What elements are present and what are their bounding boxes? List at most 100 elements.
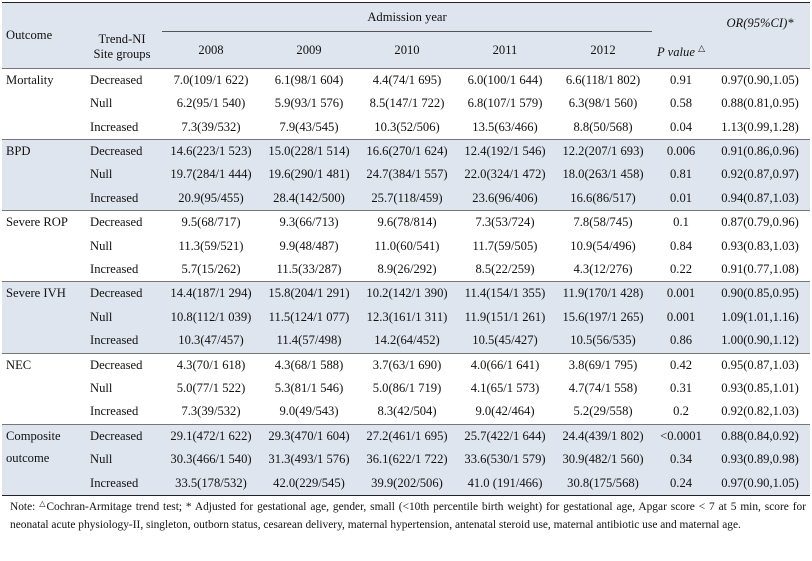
- table-row: BPD Decreased 14.6(223/1 523) 15.0(228/1 51…: [2, 138, 811, 211]
- cell-2010: 8.9(26/292): [377, 261, 437, 276]
- cell-2012: 5.2(29/558): [573, 404, 633, 419]
- site-group-label: Null: [82, 305, 162, 330]
- cell-2012: 10.5(56/535): [554, 329, 653, 354]
- cell-2012: 30.9(482/1 560): [554, 448, 653, 472]
- cell-2009: 11.5(33/287): [276, 261, 342, 276]
- header-trend-line1: Trend-NI: [98, 31, 146, 46]
- cell-2010: 10.3(52/506): [374, 119, 440, 134]
- cell-p-value: 0.24: [652, 471, 711, 496]
- outcome-group-severe-ivh: Severe IVH Decreased 14.4(187/1 294) 15.8(2…: [2, 281, 811, 354]
- cell-or: 0.97(0.90,1.05): [710, 67, 811, 93]
- cell-or: 0.93(0.89,0.98): [710, 448, 811, 472]
- table-row: Composite outcome Decreased 29.1(472/1 622…: [2, 423, 811, 497]
- site-group-label: Increased: [90, 261, 139, 276]
- cell-2010: 24.7(384/1 557): [358, 163, 456, 187]
- table-row: Severe ROP Decreased 9.5(68/717) 9.3(66/713…: [2, 210, 811, 282]
- table-row: NEC Decreased 4.3(70/1 618) 4.3(68/1 588) 3.…: [2, 352, 811, 425]
- cell-2009: 6.1(98/1 604): [260, 67, 358, 93]
- cell-2008: 5.0(77/1 522): [176, 380, 246, 395]
- cell-2012: 18.0(263/1 458): [554, 163, 653, 187]
- cell-2008: 6.2(95/1 540): [176, 96, 246, 111]
- outcome-label: NEC: [2, 352, 82, 425]
- outcome-label: Composite outcome: [2, 423, 82, 497]
- cell-or: 0.95(0.87,1.03): [710, 352, 811, 377]
- cell-2008: 33.5(178/532): [162, 471, 260, 496]
- site-group-label: Increased: [90, 119, 139, 134]
- outcome-group-mortality: Mortality Decreased 7.0(109/1 622) 6.1(98/1…: [2, 67, 811, 140]
- note-prefix: Note:: [10, 501, 40, 513]
- cell-2010: 9.6(78/814): [358, 210, 456, 235]
- cell-2012: 12.2(207/1 693): [554, 138, 653, 164]
- cell-2008: 29.1(472/1 622): [162, 423, 260, 449]
- table-row: Null 10.8(112/1 039) 11.5(124/1 077) 12.3(1…: [2, 305, 811, 330]
- cell-2010: 8.5(147/1 722): [369, 96, 445, 111]
- header-trend-groups: Trend-NI Site groups: [82, 31, 162, 69]
- cell-2011: 4.1(65/1 573): [470, 380, 540, 395]
- cell-p-value: 0.34: [652, 448, 711, 472]
- site-group-label: Null: [82, 163, 162, 187]
- site-group-label: Increased: [82, 471, 162, 496]
- table-row: Severe IVH Decreased 14.4(187/1 294) 15.8(2…: [2, 281, 811, 354]
- header-year-2010: 2010: [358, 31, 456, 69]
- cell-2011: 25.7(422/1 644): [456, 423, 554, 449]
- cell-2008: 20.9(95/455): [162, 186, 260, 211]
- cell-or: 0.94(0.87,1.03): [710, 186, 811, 211]
- site-group-label: Decreased: [82, 67, 162, 93]
- cell-2012: 6.6(118/1 802): [554, 67, 653, 93]
- cell-2009: 28.4(142/500): [260, 186, 358, 211]
- table-note: Note: △Cochran-Armitage trend test; * Ad…: [10, 499, 806, 534]
- site-group-label: Decreased: [82, 210, 162, 235]
- cell-p-value: 0.001: [652, 305, 711, 330]
- table-row: Mortality Decreased 7.0(109/1 622) 6.1(98/1…: [2, 67, 811, 140]
- table-header: Outcome Admission year OR(95%CI)* Trend-…: [2, 2, 811, 69]
- cell-2008: 10.8(112/1 039): [162, 305, 260, 330]
- cell-or: 0.91(0.86,0.96): [710, 138, 811, 164]
- table-row: Null 6.2(95/1 540) 5.9(93/1 576) 8.5(147/1 …: [2, 92, 810, 115]
- cell-2011: 8.5(22/259): [475, 261, 535, 276]
- header-admission-year: Admission year: [162, 2, 653, 32]
- cell-p-value: 0.58: [670, 96, 693, 111]
- cell-2011: 13.5(63/466): [472, 119, 538, 134]
- cell-2010: 3.7(63/1 690): [358, 352, 456, 377]
- cell-2008: 11.3(59/521): [178, 238, 244, 253]
- cell-or: 0.97(0.90,1.05): [710, 471, 811, 496]
- cell-2011: 33.6(530/1 579): [456, 448, 554, 472]
- cell-p-value: 0.31: [670, 380, 693, 395]
- cell-2009: 42.0(229/545): [260, 471, 358, 496]
- cell-2012: 11.9(170/1 428): [554, 281, 653, 306]
- table-row: Null 30.3(466/1 540) 31.3(493/1 576) 36.1(6…: [2, 448, 811, 472]
- cell-2011: 6.0(100/1 644): [456, 67, 554, 93]
- table-row: Increased 7.3(39/532) 9.0(49/543) 8.3(42/50…: [2, 400, 810, 424]
- cell-or: 1.09(1.01,1.16): [710, 305, 811, 330]
- cell-2010: 5.0(86/1 719): [372, 380, 442, 395]
- cell-2010: 36.1(622/1 722): [358, 448, 456, 472]
- site-group-label: Null: [90, 238, 113, 253]
- cell-2009: 29.3(470/1 604): [260, 423, 358, 449]
- cell-2011: 11.9(151/1 261): [456, 305, 554, 330]
- cell-2009: 9.3(66/713): [260, 210, 358, 235]
- table-row: Increased 10.3(47/457) 11.4(57/498) 14.2(64…: [2, 329, 811, 354]
- cell-p-value: 0.2: [673, 404, 689, 419]
- header-trend-line2: Site groups: [93, 46, 151, 61]
- cell-2009: 31.3(493/1 576): [260, 448, 358, 472]
- outcome-group-composite: Composite outcome Decreased 29.1(472/1 622…: [2, 423, 811, 497]
- cell-p-value: 0.001: [652, 281, 711, 306]
- header-p-value: P value △: [652, 31, 711, 69]
- site-group-label: Decreased: [82, 423, 162, 449]
- cell-2008: 5.7(15/262): [181, 261, 241, 276]
- cell-or: 0.93(0.85,1.01): [721, 380, 799, 395]
- cell-2008: 14.4(187/1 294): [162, 281, 260, 306]
- cell-or: 0.88(0.84,0.92): [710, 423, 811, 449]
- table-row: Increased 5.7(15/262) 11.5(33/287) 8.9(26/2…: [2, 258, 810, 282]
- outcome-label: Mortality: [2, 67, 82, 140]
- cell-2010: 39.9(202/506): [358, 471, 456, 496]
- header-year-2011: 2011: [456, 31, 554, 69]
- cell-2008: 10.3(47/457): [162, 329, 260, 354]
- outcome-label: BPD: [2, 138, 82, 211]
- header-outcome: Outcome: [2, 2, 82, 69]
- header-year-2012: 2012: [554, 31, 653, 69]
- cell-p-value: 0.84: [670, 238, 693, 253]
- site-group-label: Null: [82, 448, 162, 472]
- cell-2009: 9.9(48/487): [279, 238, 339, 253]
- site-group-label: Increased: [82, 186, 162, 211]
